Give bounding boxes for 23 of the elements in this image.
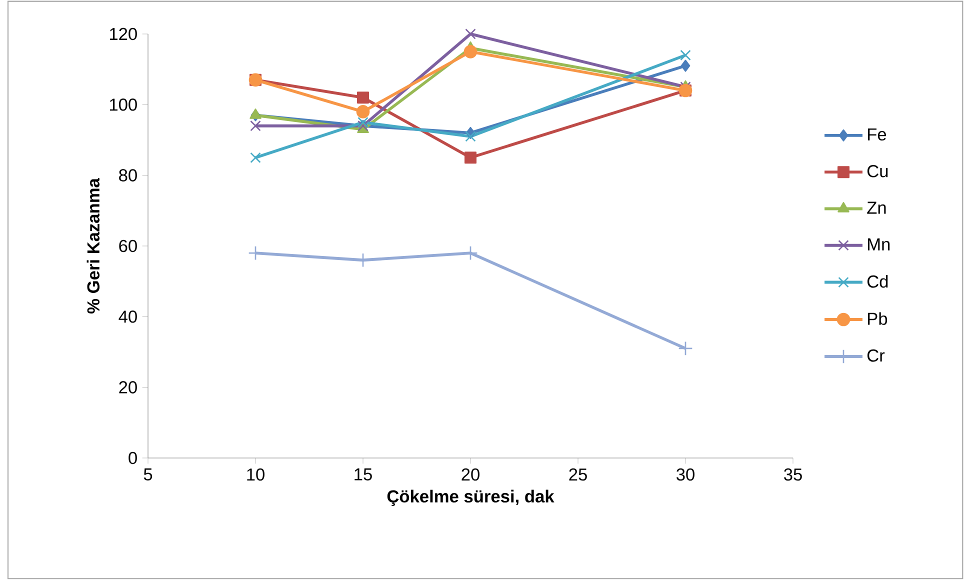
y-tick-label: 80 [119,169,137,182]
y-axis-title: % Geri Kazanma [86,178,100,314]
x-tick-label: 10 [247,468,264,481]
x-tick-label: 35 [784,468,802,481]
legend-label: Cr [867,349,885,362]
y-tick-label: 120 [110,28,137,40]
y-tick-label: 20 [119,381,137,394]
x-tick-label: 25 [569,468,587,481]
x-axis-title: Çökelme süresi, dak [387,490,554,506]
y-tick-label: 40 [118,310,137,323]
legend-label: Mn [868,238,890,250]
x-tick-label: 30 [676,468,694,481]
legend-label: Pb [868,312,888,325]
x-tick-label: 20 [462,468,480,481]
legend-label: Cu [867,165,888,178]
legend-label: Cd [867,274,888,288]
y-tick-label: 100 [110,98,137,111]
x-tick-label: 15 [354,468,372,480]
legend-label: Zn [867,202,886,214]
x-tick-label: 5 [144,468,152,480]
y-tick-label: 60 [119,240,137,252]
legend-label: Fe [868,128,886,141]
y-tick-label: 0 [128,452,137,464]
